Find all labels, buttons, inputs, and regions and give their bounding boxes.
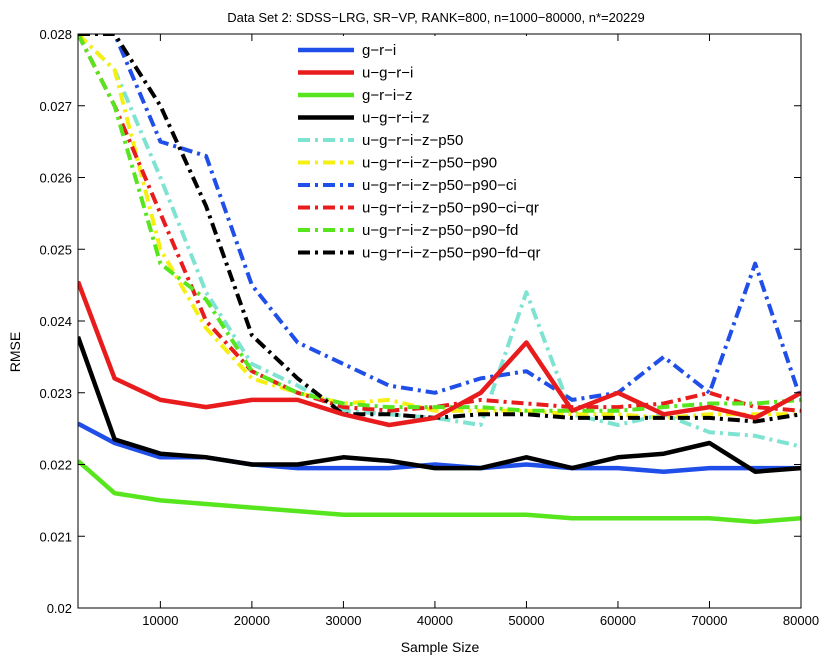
legend: g−r−i u−g−r−i g−r−i−z u−g−r−i−z u−g−r−i−z−p5…: [292, 36, 604, 267]
legend-label: u−g−r−i−z−p50−p90−fd: [362, 222, 518, 239]
x-tick-label: 30000: [325, 613, 361, 628]
y-tick-label: 0.022: [39, 458, 72, 473]
chart-title: Data Set 2: SDSS−LRG, SR−VP, RANK=800, n…: [227, 10, 645, 25]
x-tick-label: 40000: [417, 613, 453, 628]
legend-label: u−g−r−i−z−p50−p90: [362, 155, 497, 172]
legend-label: u−g−r−i−z−p50: [362, 132, 463, 149]
series-line-9: [78, 34, 801, 413]
legend-label: g−r−i−z: [362, 87, 412, 104]
series-line-5: [78, 34, 801, 449]
legend-label: u−g−r−i−z: [362, 110, 430, 127]
tick-layer: 10000 20000 30000 40000 50000 60000 70000 80000…: [39, 27, 819, 628]
y-tick-label: 0.027: [39, 99, 72, 114]
series-layer: [78, 34, 801, 525]
x-axis-title: Sample Size: [401, 639, 480, 655]
y-tick-label: 0.02: [47, 601, 72, 616]
legend-label: u−g−r−i−z−p50−p90−ci−qr: [362, 200, 539, 217]
series-line-2: [78, 280, 801, 428]
y-tick-label: 0.021: [39, 529, 72, 544]
series-line-4: [78, 336, 801, 474]
x-tick-label: 10000: [142, 613, 178, 628]
x-tick-label: 70000: [691, 613, 727, 628]
x-tick-label: 60000: [600, 613, 636, 628]
legend-label: u−g−r−i−z−p50−p90−ci: [362, 177, 517, 194]
y-tick-label: 0.023: [39, 386, 72, 401]
plot-frame: [77, 33, 802, 609]
y-tick-label: 0.028: [39, 27, 72, 42]
y-tick-label: 0.024: [39, 314, 72, 329]
y-tick-label: 0.026: [39, 171, 72, 186]
series-line-3: [78, 459, 801, 525]
x-tick-label: 50000: [508, 613, 544, 628]
legend-label: g−r−i: [362, 42, 396, 59]
y-axis-title: RMSE: [7, 332, 23, 372]
y-tick-label: 0.025: [39, 242, 72, 257]
x-tick-label: 20000: [234, 613, 270, 628]
series-line-7: [78, 34, 801, 402]
legend-label: u−g−r−i−z−p50−p90−fd−qr: [362, 245, 541, 262]
x-tick-label: 80000: [783, 613, 819, 628]
legend-label: u−g−r−i: [362, 65, 413, 82]
